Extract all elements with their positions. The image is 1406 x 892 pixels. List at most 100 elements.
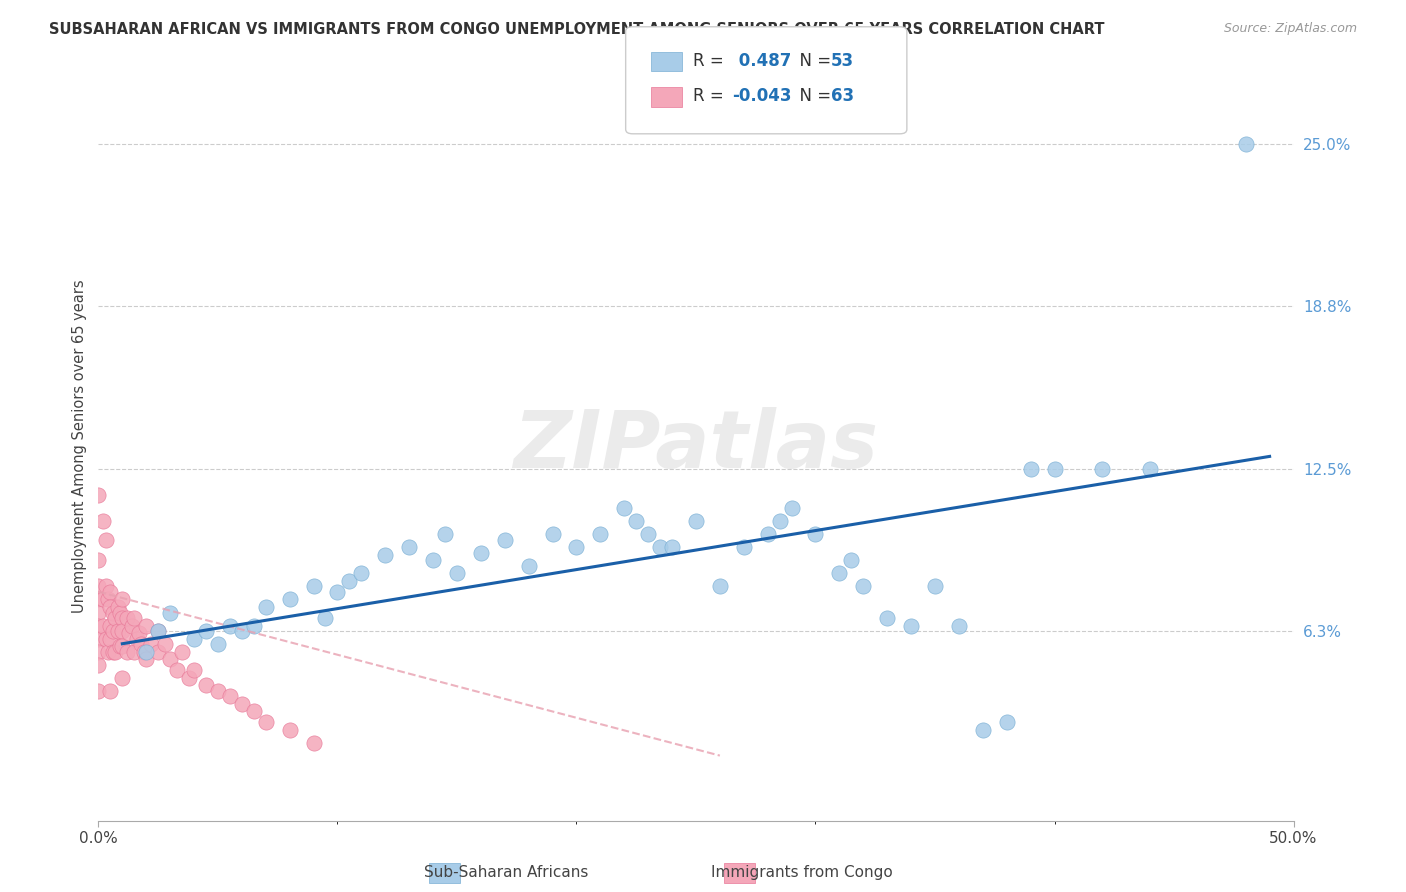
Text: SUBSAHARAN AFRICAN VS IMMIGRANTS FROM CONGO UNEMPLOYMENT AMONG SENIORS OVER 65 Y: SUBSAHARAN AFRICAN VS IMMIGRANTS FROM CO… bbox=[49, 22, 1105, 37]
Point bbox=[87, 553, 110, 567]
Point bbox=[995, 714, 1018, 729]
Point bbox=[1091, 462, 1114, 476]
Point bbox=[101, 606, 124, 620]
Text: ZIPatlas: ZIPatlas bbox=[513, 407, 879, 485]
Point bbox=[1234, 137, 1257, 152]
Point bbox=[179, 671, 201, 685]
Point bbox=[132, 644, 155, 658]
Point bbox=[159, 606, 181, 620]
Point bbox=[135, 644, 157, 658]
Point bbox=[589, 527, 612, 541]
Point bbox=[148, 624, 170, 638]
Point bbox=[98, 618, 122, 632]
Text: 53: 53 bbox=[831, 52, 853, 70]
Point bbox=[709, 580, 731, 594]
Text: R =: R = bbox=[693, 87, 730, 105]
Point bbox=[111, 611, 134, 625]
Point bbox=[97, 644, 120, 658]
Point bbox=[94, 632, 117, 646]
Point bbox=[107, 600, 129, 615]
Point bbox=[243, 618, 266, 632]
Point bbox=[243, 705, 266, 719]
Point bbox=[661, 541, 683, 555]
Point bbox=[565, 541, 588, 555]
Point bbox=[302, 580, 325, 594]
Point bbox=[183, 632, 205, 646]
Point bbox=[231, 697, 253, 711]
Point bbox=[278, 592, 301, 607]
Point bbox=[101, 644, 124, 658]
Text: N =: N = bbox=[789, 52, 837, 70]
Point bbox=[91, 592, 114, 607]
Point bbox=[326, 584, 349, 599]
Point bbox=[87, 632, 110, 646]
Point bbox=[841, 553, 863, 567]
Text: 0.487: 0.487 bbox=[733, 52, 792, 70]
Point bbox=[434, 527, 457, 541]
Point bbox=[148, 644, 170, 658]
Point bbox=[104, 644, 127, 658]
Point bbox=[139, 637, 162, 651]
Point bbox=[87, 592, 110, 607]
Point bbox=[131, 637, 153, 651]
Point bbox=[98, 683, 122, 698]
Text: 63: 63 bbox=[831, 87, 853, 105]
Point bbox=[107, 624, 129, 638]
Text: R =: R = bbox=[693, 52, 730, 70]
Point bbox=[94, 580, 117, 594]
Point bbox=[219, 618, 242, 632]
Point bbox=[828, 566, 851, 581]
Point bbox=[350, 566, 373, 581]
Point bbox=[115, 611, 138, 625]
Point bbox=[166, 663, 188, 677]
Point bbox=[948, 618, 970, 632]
Point bbox=[128, 626, 150, 640]
Point bbox=[626, 515, 648, 529]
Point bbox=[302, 735, 325, 749]
Point bbox=[98, 600, 122, 615]
Point bbox=[195, 678, 218, 692]
Point bbox=[118, 626, 141, 640]
Point bbox=[97, 592, 120, 607]
Y-axis label: Unemployment Among Seniors over 65 years: Unemployment Among Seniors over 65 years bbox=[72, 279, 87, 613]
Point bbox=[87, 580, 110, 594]
Text: Immigrants from Congo: Immigrants from Congo bbox=[710, 865, 893, 880]
Point bbox=[108, 606, 131, 620]
Point bbox=[494, 533, 516, 547]
Point bbox=[91, 618, 114, 632]
Point bbox=[155, 637, 177, 651]
Point bbox=[219, 689, 242, 703]
Point bbox=[135, 652, 157, 666]
Point bbox=[613, 501, 636, 516]
Point bbox=[972, 723, 994, 737]
Point bbox=[254, 600, 277, 615]
Point bbox=[207, 683, 229, 698]
Point bbox=[124, 644, 146, 658]
Point bbox=[195, 624, 218, 638]
Point bbox=[101, 624, 124, 638]
Point bbox=[1043, 462, 1066, 476]
Point bbox=[98, 632, 122, 646]
Point bbox=[115, 644, 138, 658]
Point bbox=[207, 637, 229, 651]
Point bbox=[87, 606, 110, 620]
Point bbox=[398, 541, 420, 555]
Point bbox=[733, 541, 755, 555]
Point bbox=[94, 533, 117, 547]
Point bbox=[98, 584, 122, 599]
Point bbox=[876, 611, 898, 625]
Point bbox=[111, 624, 134, 638]
Point bbox=[900, 618, 922, 632]
Point bbox=[1019, 462, 1042, 476]
Point bbox=[685, 515, 707, 529]
Point bbox=[648, 541, 672, 555]
Point bbox=[231, 624, 253, 638]
Point bbox=[172, 644, 194, 658]
Point bbox=[91, 515, 114, 529]
Point bbox=[111, 640, 134, 654]
Point bbox=[108, 640, 131, 654]
Point bbox=[111, 592, 134, 607]
Point bbox=[124, 611, 146, 625]
Point bbox=[637, 527, 659, 541]
Point bbox=[278, 723, 301, 737]
